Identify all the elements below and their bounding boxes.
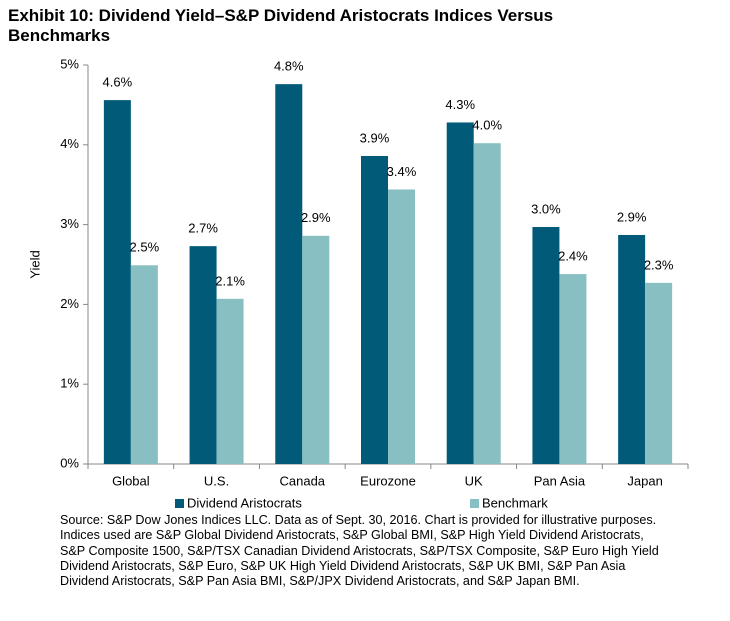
bar <box>189 246 217 464</box>
x-tick-label: Eurozone <box>360 473 416 488</box>
bar <box>645 282 673 464</box>
value-label: 2.4% <box>558 249 588 264</box>
x-tick-label: Pan Asia <box>534 473 586 488</box>
value-label: 2.9% <box>301 210 331 225</box>
value-label: 2.7% <box>188 221 218 236</box>
chart: 0% 1% 2% 3% 4% 5% Yield Global 4.6% 2.5% U.S. 2.7% 2… <box>27 56 689 510</box>
bar <box>532 226 560 464</box>
x-tick-label: U.S. <box>204 473 229 488</box>
value-label: 2.1% <box>215 273 245 288</box>
value-label: 3.0% <box>531 201 561 216</box>
value-label: 4.3% <box>445 97 475 112</box>
y-tick-label: 3% <box>60 216 79 231</box>
source-note: Source: S&P Dow Jones Indices LLC. Data … <box>60 513 659 589</box>
bar <box>302 235 330 464</box>
bar <box>473 143 501 465</box>
legend-swatch <box>175 499 184 508</box>
value-label: 2.5% <box>130 240 160 255</box>
value-label: 4.0% <box>472 118 502 133</box>
x-tick-label: Canada <box>280 473 326 488</box>
bar <box>388 189 415 464</box>
value-label: 2.3% <box>644 257 674 272</box>
bar <box>361 155 388 465</box>
y-axis-label: Yield <box>27 250 42 278</box>
y-tick-label: 4% <box>60 136 79 151</box>
legend-label: Dividend Aristocrats <box>187 495 302 510</box>
y-tick-label: 0% <box>60 455 79 470</box>
chart-title: Exhibit 10: Dividend Yield–S&P Dividend … <box>8 6 554 45</box>
x-tick-label: Global <box>112 473 150 488</box>
value-label: 4.6% <box>103 75 133 90</box>
value-label: 3.9% <box>360 130 390 145</box>
legend-swatch <box>470 499 479 508</box>
y-tick-label: 5% <box>60 56 79 71</box>
bar <box>130 265 158 464</box>
y-tick-label: 2% <box>60 296 79 311</box>
value-label: 2.9% <box>617 209 647 224</box>
bar <box>216 298 244 464</box>
x-tick-label: Japan <box>627 473 662 488</box>
value-label: 3.4% <box>387 164 417 179</box>
bar <box>559 274 587 464</box>
value-label: 4.8% <box>274 59 304 74</box>
bar <box>618 234 646 464</box>
legend-label: Benchmark <box>482 495 548 510</box>
y-tick-label: 1% <box>60 376 79 391</box>
x-tick-label: UK <box>465 473 483 488</box>
bar <box>446 122 474 465</box>
bar <box>103 100 131 464</box>
bar <box>275 84 303 464</box>
